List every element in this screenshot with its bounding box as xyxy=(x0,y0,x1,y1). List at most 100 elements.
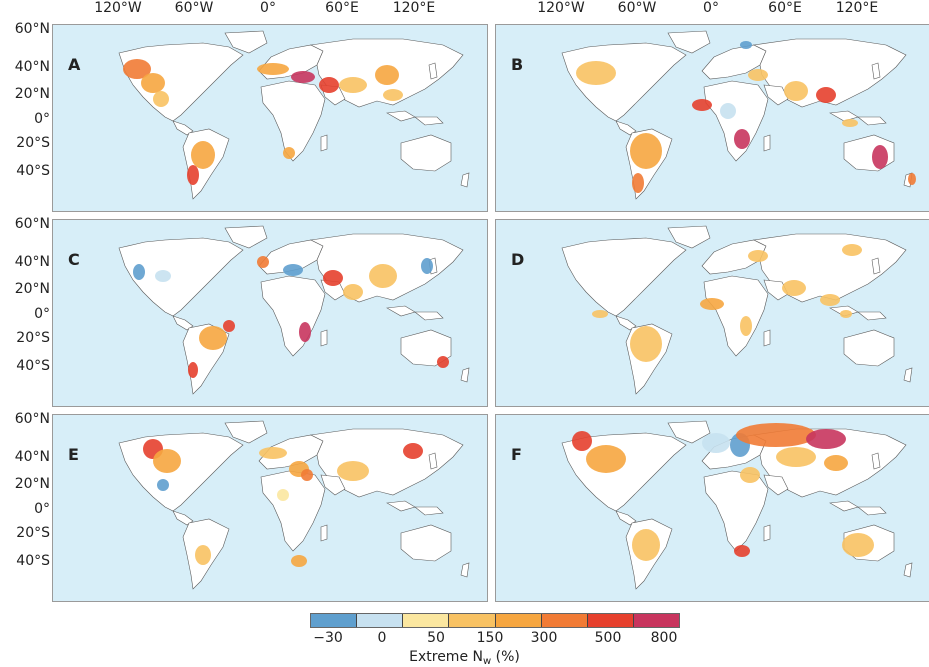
right-lon-label: 60°E xyxy=(768,0,802,16)
change-region xyxy=(806,429,846,449)
change-region xyxy=(824,455,848,471)
change-region xyxy=(572,431,592,451)
change-region xyxy=(283,264,303,276)
map-panel-d: D xyxy=(495,219,929,407)
left-lon-label: 120°W xyxy=(94,0,142,16)
landmass xyxy=(118,432,244,512)
left-lon-label: 60°E xyxy=(325,0,359,16)
landmass xyxy=(260,80,326,162)
landmass xyxy=(460,367,470,383)
landmass xyxy=(843,329,895,367)
colorbar-segment xyxy=(311,614,358,627)
lat-label: 20°N xyxy=(14,281,50,297)
change-region xyxy=(784,81,808,101)
panel-letter-e: E xyxy=(68,445,79,464)
landmass xyxy=(386,500,444,516)
change-region xyxy=(133,264,145,280)
change-region xyxy=(369,264,397,288)
change-region xyxy=(842,533,874,557)
change-region xyxy=(157,479,169,491)
world-map-e xyxy=(118,420,470,590)
change-region xyxy=(195,545,211,565)
change-region xyxy=(153,91,169,107)
colorbar-tick-label: 0 xyxy=(377,630,387,646)
landmass xyxy=(763,474,789,496)
lat-label: 20°N xyxy=(14,476,50,492)
change-region xyxy=(736,423,816,447)
change-region xyxy=(283,147,295,159)
change-region xyxy=(630,133,662,169)
right-lon-label: 120°W xyxy=(537,0,585,16)
change-region xyxy=(908,173,916,185)
colorbar-tick-label: 800 xyxy=(650,630,678,646)
world-map-c xyxy=(118,225,470,395)
landmass xyxy=(118,42,244,122)
change-region xyxy=(343,284,363,300)
change-region xyxy=(820,294,840,306)
lat-label: 40°N xyxy=(14,254,50,270)
lat-label: 20°N xyxy=(14,86,50,102)
lat-label: 40°S xyxy=(16,358,50,374)
change-region xyxy=(339,77,367,93)
world-map-a xyxy=(118,30,470,200)
landmass xyxy=(667,225,711,249)
landmass xyxy=(260,470,326,552)
change-region xyxy=(842,244,862,256)
change-region xyxy=(592,310,608,318)
landmass xyxy=(386,305,444,321)
change-region xyxy=(323,270,343,286)
change-region xyxy=(188,362,198,378)
lat-label: 20°S xyxy=(16,525,50,541)
change-region xyxy=(700,298,724,310)
change-region xyxy=(702,433,730,453)
change-region xyxy=(319,77,339,93)
landmass xyxy=(561,237,687,317)
change-region xyxy=(403,443,423,459)
landmass xyxy=(320,134,328,152)
lat-label: 40°S xyxy=(16,163,50,179)
change-region xyxy=(199,326,227,350)
landmass xyxy=(320,329,328,347)
landmass xyxy=(320,474,346,496)
map-panel-c: C xyxy=(52,219,488,407)
change-region xyxy=(191,141,215,169)
change-region xyxy=(277,489,289,501)
landmass xyxy=(224,420,268,444)
map-panel-b: B xyxy=(495,24,929,212)
colorbar xyxy=(310,613,680,628)
lat-label: 40°N xyxy=(14,449,50,465)
change-region xyxy=(630,326,662,362)
change-region xyxy=(187,165,199,185)
right-lon-label: 0° xyxy=(703,0,719,16)
change-region xyxy=(421,258,433,274)
lat-label: 60°N xyxy=(14,411,50,427)
change-region xyxy=(782,280,806,296)
lat-label: 0° xyxy=(34,501,50,517)
right-lon-label: 60°W xyxy=(617,0,657,16)
lat-label: 0° xyxy=(34,306,50,322)
panel-letter-a: A xyxy=(68,55,81,74)
change-region xyxy=(155,270,171,282)
change-region xyxy=(840,310,852,318)
change-region xyxy=(872,145,888,169)
world-map-f xyxy=(561,420,913,590)
change-region xyxy=(123,59,151,79)
colorbar-segment xyxy=(495,614,542,627)
landmass xyxy=(763,279,789,301)
change-region xyxy=(776,447,816,467)
landmass xyxy=(829,305,887,321)
landmass xyxy=(871,257,881,275)
panel-letter-d: D xyxy=(511,250,525,269)
landmass xyxy=(829,110,887,126)
left-lon-label: 0° xyxy=(260,0,276,16)
left-lon-label: 120°E xyxy=(392,0,436,16)
landmass xyxy=(460,562,470,578)
colorbar-segment xyxy=(449,614,496,627)
colorbar-segment xyxy=(541,614,588,627)
lat-label: 40°N xyxy=(14,59,50,75)
panel-letter-c: C xyxy=(68,250,80,269)
change-region xyxy=(576,61,616,85)
panel-letter-b: B xyxy=(511,55,524,74)
landmass xyxy=(903,367,913,383)
change-region xyxy=(437,356,449,368)
